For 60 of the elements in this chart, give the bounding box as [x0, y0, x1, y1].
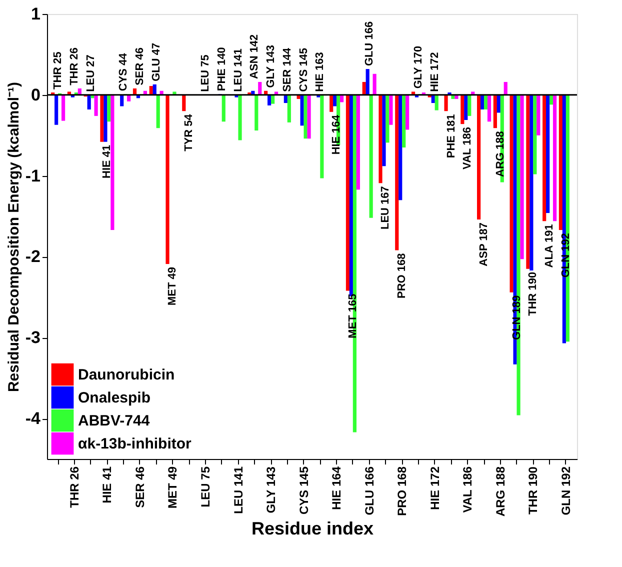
annotation: HIE 41: [101, 144, 114, 178]
annotation: TYR 54: [183, 113, 196, 152]
x-tick-label: GLU 166: [362, 466, 376, 516]
x-axis-title: Residue index: [251, 518, 374, 539]
x-tick-label: ARG 188: [493, 466, 508, 517]
y-tick-label: 1: [31, 4, 40, 24]
legend-label: Onalespib: [78, 390, 151, 406]
y-tick-label: -4: [25, 409, 42, 428]
annotation: HIE 163: [314, 52, 326, 92]
annotation: GLN 192: [560, 233, 572, 278]
y-axis-title: Residual Decomposition Energy (kcalmol⁻¹): [5, 82, 22, 392]
annotation: VAL 186: [462, 127, 474, 170]
annotation: THR 26: [68, 48, 80, 86]
annotation: CYS 145: [298, 48, 310, 92]
legend-label: Daunorubicin: [78, 366, 175, 384]
x-tick-label: MET 49: [166, 466, 180, 509]
legend-label: ABBV-744: [78, 412, 150, 430]
annotation: GLN 189: [510, 295, 523, 340]
annotation: MET 49: [166, 267, 179, 306]
x-tick-label: HIE 164: [330, 466, 344, 510]
annotation: MET 165: [346, 294, 359, 338]
annotation: LEU 75: [200, 54, 212, 92]
annotation: PRO 168: [396, 253, 408, 299]
x-tick-label: HIE 172: [428, 466, 442, 510]
x-tick-label: CYS 145: [296, 466, 311, 515]
legend-label: αk-13b-inhibitor: [78, 436, 192, 452]
annotation: GLU 166: [363, 21, 376, 66]
annotation: HIE 164: [330, 114, 343, 155]
y-tick-label: 0: [31, 85, 40, 104]
annotation: LEU 141: [232, 48, 244, 92]
annotation: ARG 188: [494, 131, 506, 177]
x-tick-label: PRO 168: [395, 466, 410, 516]
annotation: SER 144: [281, 47, 294, 92]
y-tick-label: -1: [25, 166, 40, 186]
x-tick-label: VAL 186: [460, 466, 475, 513]
annotation: GLU 47: [150, 42, 162, 82]
x-tick-label: GLY 143: [264, 466, 278, 514]
y-tick-label: -3: [25, 328, 40, 348]
annotation: ALA 191: [544, 224, 556, 268]
annotation: GLY 170: [412, 46, 424, 89]
annotation: PHE 181: [445, 114, 458, 158]
annotation: LEU 27: [84, 54, 97, 92]
x-tick-label: LEU 141: [231, 466, 246, 514]
annotation: THR 190: [527, 272, 540, 316]
x-tick-label: GLN 192: [558, 466, 573, 516]
annotation: THR 25: [52, 52, 64, 90]
annotation: HIE 172: [428, 52, 441, 92]
annotation: SER 46: [134, 48, 146, 86]
x-tick-label: LEU 75: [198, 466, 213, 508]
x-tick-label: SER 46: [132, 466, 147, 508]
x-tick-label: THR 190: [526, 466, 540, 515]
x-tick-label: HIE 41: [100, 466, 114, 504]
annotation: ASN 142: [248, 34, 261, 79]
annotation: GLY 143: [265, 45, 278, 88]
annotation: ASP 187: [478, 222, 490, 266]
x-tick-label: THR 26: [67, 466, 82, 508]
annotation: PHE 140: [216, 47, 228, 92]
annotation: CYS 44: [118, 52, 130, 92]
y-tick-label: -2: [25, 247, 40, 266]
annotation: LEU 167: [380, 186, 392, 230]
